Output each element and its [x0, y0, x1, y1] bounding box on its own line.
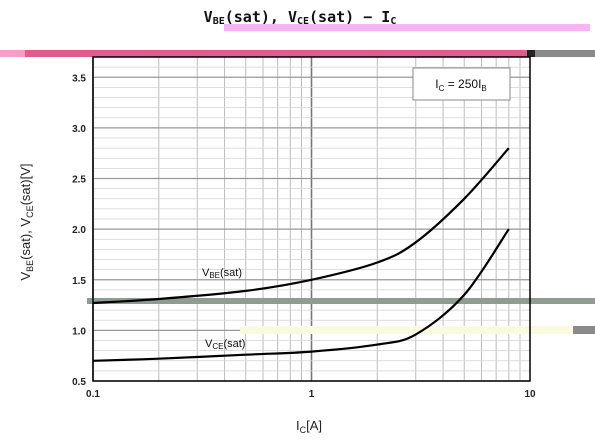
y-tick-label: 2.0 — [72, 225, 86, 236]
chart-title: VBE(sat), VCE(sat) − IC — [204, 8, 590, 31]
title-part-2: (sat), V — [225, 8, 297, 26]
svg-text:VBE(sat), VCE(sat) − IC: VBE(sat), VCE(sat) − IC — [204, 8, 397, 27]
title-part-3: (sat) − I — [309, 8, 390, 26]
y-tick-label: 2.5 — [72, 175, 86, 186]
condition-box: IC = 250IB — [412, 67, 511, 101]
yellow-band — [240, 326, 573, 334]
overlay-layer — [87, 298, 595, 334]
series-label-vce: VCE(sat) — [205, 338, 245, 351]
svg-text:IC = 250IB: IC = 250IB — [435, 77, 487, 93]
gray-band — [87, 298, 595, 304]
cond-part-b: = 250I — [444, 77, 481, 91]
plot-frame — [92, 56, 531, 382]
top-band — [0, 50, 595, 57]
y-tick-label: 3.5 — [72, 73, 86, 84]
y-axis-label: VBE(sat), VCE(sat)[V] — [18, 163, 35, 280]
cond-sub-1: C — [439, 84, 445, 93]
x-tick-label: 10 — [524, 389, 536, 400]
series-line-vbe — [92, 147, 510, 305]
x-axis-label: IC[A] — [296, 418, 322, 435]
title-sub-3: C — [390, 16, 396, 27]
title-sub-1: BE — [213, 16, 225, 27]
y-tick-label: 1.0 — [72, 326, 86, 337]
title-highlight-band — [224, 24, 590, 31]
cond-sub-2: B — [481, 84, 486, 93]
y-tick-label: 0.5 — [72, 377, 86, 388]
gray-band-end — [573, 326, 595, 334]
title-sub-2: CE — [297, 16, 309, 27]
frame-layer — [92, 56, 531, 382]
series-layer — [92, 147, 510, 362]
title-part-1: V — [204, 8, 213, 26]
y-tick-label: 3.0 — [72, 124, 86, 135]
cond-part-a: I — [435, 77, 438, 91]
x-tick-label: 0.1 — [86, 389, 100, 400]
x-tick-label: 1 — [309, 389, 315, 400]
x-tick-labels: 0.1 1 10 — [86, 389, 536, 400]
series-label-vbe: VBE(sat) — [202, 267, 242, 280]
series-line-vce — [92, 228, 510, 362]
y-tick-labels: 0.5 1.0 1.5 2.0 2.5 3.0 3.5 — [72, 73, 86, 388]
y-tick-label: 1.5 — [72, 276, 86, 287]
